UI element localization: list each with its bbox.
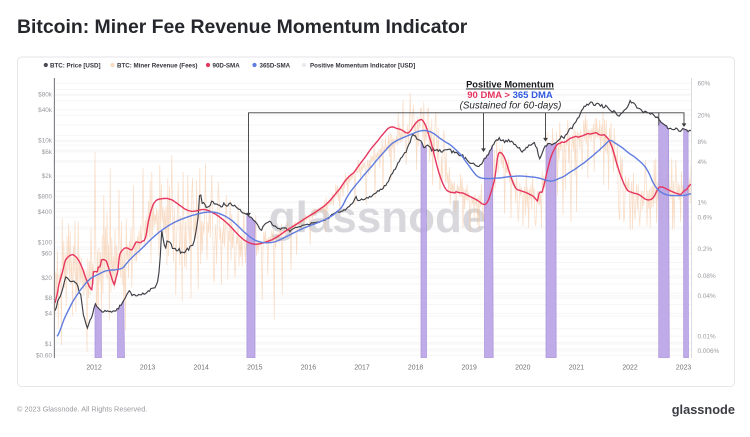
svg-text:2013: 2013 (140, 365, 155, 372)
svg-text:2015: 2015 (247, 365, 262, 372)
svg-text:BTC: Miner Revenue (Fees): BTC: Miner Revenue (Fees) (117, 62, 197, 69)
svg-text:90D-SMA: 90D-SMA (213, 62, 241, 69)
svg-text:2022: 2022 (622, 365, 637, 372)
svg-text:90 DMA > 365 DMA: 90 DMA > 365 DMA (467, 90, 553, 101)
svg-text:60%: 60% (698, 81, 711, 88)
svg-text:$800: $800 (38, 193, 53, 200)
svg-text:0.6%: 0.6% (698, 214, 713, 221)
svg-text:glassnode: glassnode (269, 193, 487, 242)
svg-text:2017: 2017 (354, 365, 369, 372)
svg-text:glassnode: glassnode (672, 402, 735, 417)
svg-text:Positive Momentum: Positive Momentum (466, 80, 554, 90)
svg-text:2019: 2019 (462, 365, 477, 372)
svg-text:2014: 2014 (194, 365, 209, 372)
svg-text:365D-SMA: 365D-SMA (260, 62, 291, 69)
svg-text:$400: $400 (38, 209, 53, 216)
svg-text:8%: 8% (698, 139, 708, 146)
svg-text:2018: 2018 (408, 365, 423, 372)
svg-text:$6k: $6k (42, 149, 53, 156)
svg-text:$40k: $40k (38, 107, 53, 114)
svg-text:$60: $60 (41, 251, 52, 258)
svg-text:4%: 4% (698, 159, 708, 166)
svg-text:BTC: Price [USD]: BTC: Price [USD] (50, 62, 101, 69)
svg-text:$10k: $10k (38, 138, 53, 145)
svg-text:20%: 20% (698, 113, 711, 120)
svg-text:0.01%: 0.01% (698, 333, 716, 340)
svg-text:$4: $4 (45, 311, 53, 318)
svg-text:0.2%: 0.2% (698, 246, 713, 253)
svg-text:0.04%: 0.04% (698, 293, 716, 300)
svg-text:Bitcoin: Miner Fee Revenue Mom: Bitcoin: Miner Fee Revenue Momentum Indi… (17, 16, 468, 38)
svg-text:2016: 2016 (301, 365, 316, 372)
svg-text:$20: $20 (41, 275, 52, 282)
svg-text:$8: $8 (45, 295, 53, 302)
svg-text:$1: $1 (45, 341, 53, 348)
svg-text:2020: 2020 (515, 365, 530, 372)
svg-text:2012: 2012 (86, 365, 101, 372)
svg-text:0.08%: 0.08% (698, 273, 716, 280)
svg-text:$100: $100 (38, 239, 53, 246)
svg-text:(Sustained for 60-days): (Sustained for 60-days) (460, 101, 562, 112)
svg-text:Positive Momentum Indicator [U: Positive Momentum Indicator [USD] (310, 62, 415, 69)
svg-text:$0.60: $0.60 (36, 353, 52, 360)
svg-text:1%: 1% (698, 200, 708, 207)
svg-text:0.006%: 0.006% (698, 348, 720, 355)
svg-text:$80k: $80k (38, 92, 53, 99)
svg-text:$2k: $2k (42, 173, 53, 180)
svg-text:2021: 2021 (569, 365, 584, 372)
svg-text:2023: 2023 (676, 365, 691, 372)
svg-text:© 2023 Glassnode. All Rights R: © 2023 Glassnode. All Rights Reserved. (17, 405, 147, 414)
